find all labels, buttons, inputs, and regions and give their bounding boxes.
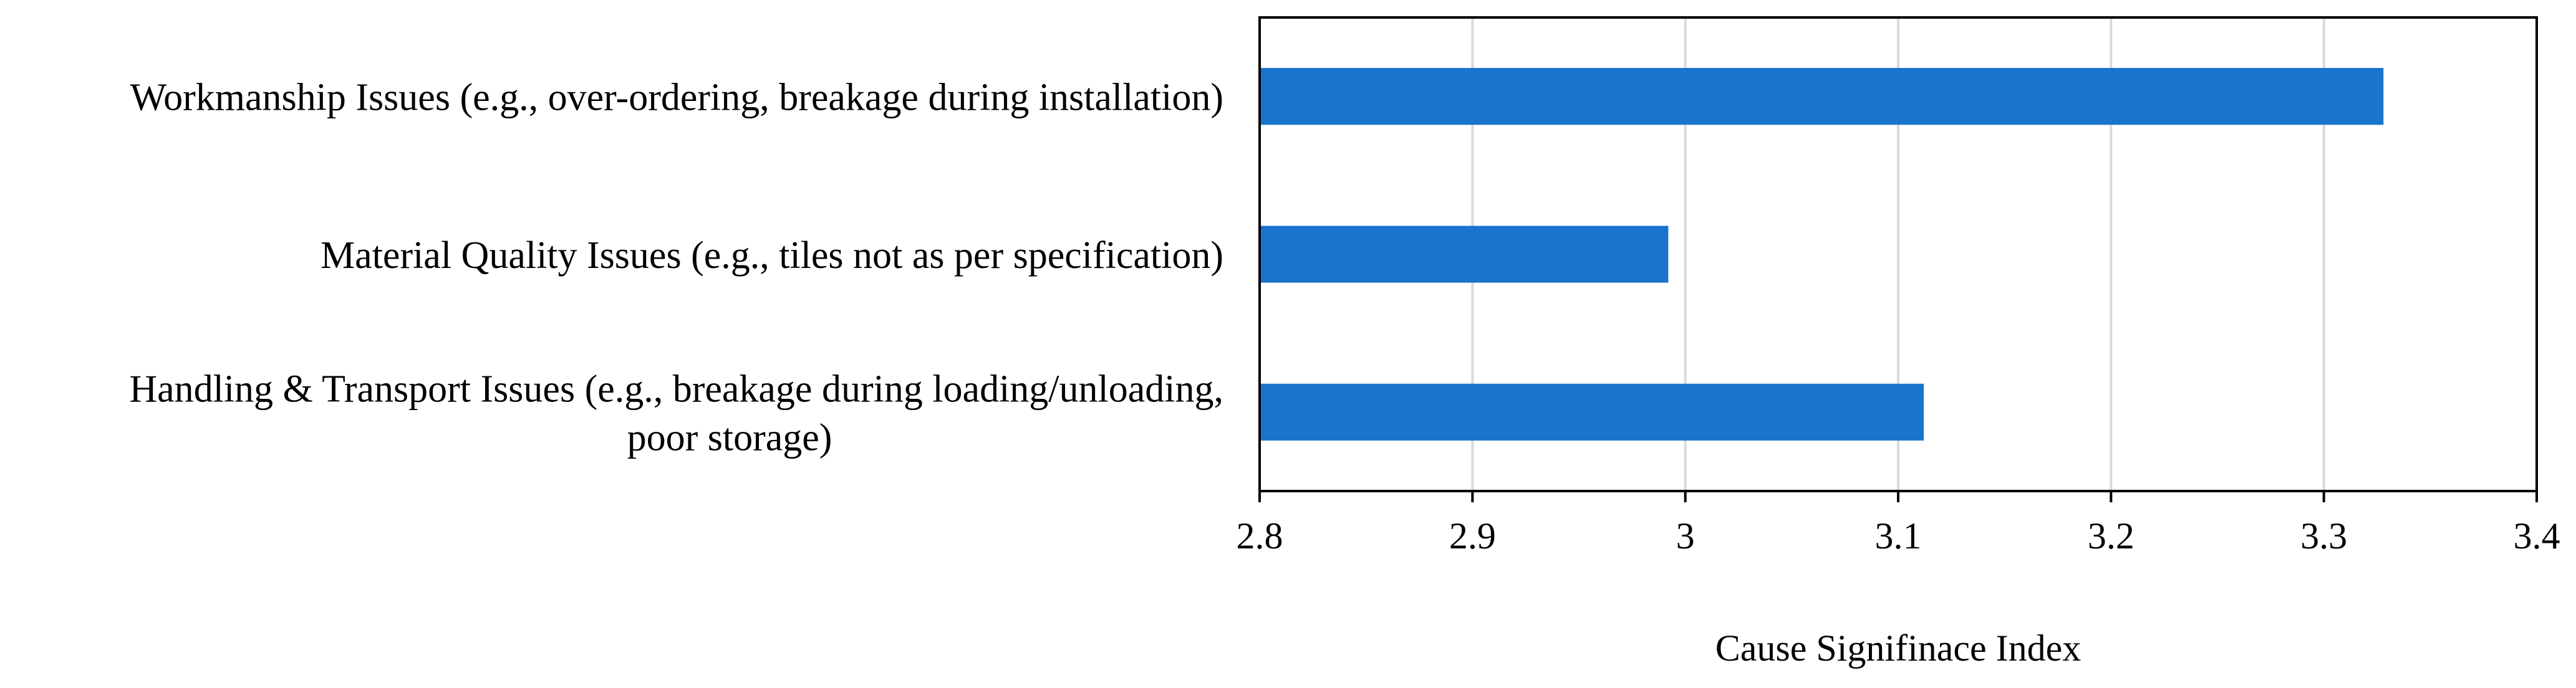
bar xyxy=(1260,68,2384,125)
category-label: Workmanship Issues (e.g., over-ordering,… xyxy=(130,77,1223,119)
x-tick-label: 3.3 xyxy=(2300,515,2347,557)
bar xyxy=(1260,226,1669,283)
bar xyxy=(1260,383,1924,441)
category-label: Material Quality Issues (e.g., tiles not… xyxy=(321,234,1223,277)
category-labels: Workmanship Issues (e.g., over-ordering,… xyxy=(129,77,1223,459)
x-tick-label: 3.4 xyxy=(2514,515,2560,557)
x-tick-label: 3 xyxy=(1676,515,1695,557)
x-axis-title: Cause Signifinace Index xyxy=(1715,628,2082,669)
x-tick-label: 3.2 xyxy=(2088,515,2135,557)
bars xyxy=(1260,68,2384,441)
category-label: poor storage) xyxy=(627,416,832,459)
x-ticks: 2.8 2.9 3 3.1 3.2 3.3 3.4 xyxy=(1237,491,2560,557)
x-tick-label: 3.1 xyxy=(1875,515,1922,557)
x-tick-label: 2.8 xyxy=(1237,515,1283,557)
x-tick-label: 2.9 xyxy=(1449,515,1496,557)
category-label: Handling & Transport Issues (e.g., break… xyxy=(129,368,1223,410)
